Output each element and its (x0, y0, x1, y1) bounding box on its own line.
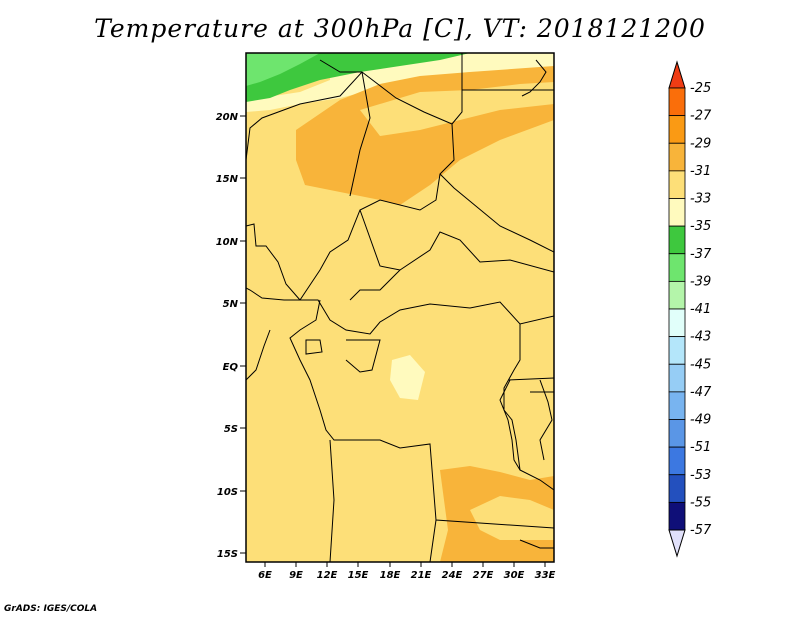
lon-tick-label: 15E (348, 570, 369, 581)
lat-tick-label: 5S (224, 424, 238, 435)
colorbar-label: -51 (690, 440, 711, 455)
colorbar-label: -47 (690, 385, 712, 400)
colorbar-label: -53 (690, 468, 711, 483)
colorbar-label: -27 (690, 109, 712, 124)
lon-tick-label: 9E (289, 570, 303, 581)
colorbar-lower-triangle (668, 529, 686, 558)
colorbar-swatch (668, 363, 686, 393)
colorbar-label: -33 (690, 192, 711, 207)
field-band-39 (246, 53, 320, 86)
colorbar-swatch (668, 446, 686, 476)
field-band-33-inner (360, 82, 554, 136)
lat-tick-label: 15S (217, 549, 238, 560)
lon-tick-label: 33E (535, 570, 556, 581)
colorbar-label: -35 (690, 219, 711, 234)
colorbar-label: -25 (690, 81, 711, 96)
lon-tick-label: 12E (317, 570, 338, 581)
lon-tick-label: 30E (504, 570, 525, 581)
colorbar-label: -45 (690, 357, 711, 372)
colorbar-swatch (668, 225, 686, 255)
country-borders (246, 53, 554, 562)
lat-tick-label: EQ (223, 362, 239, 373)
field-band-33-south (470, 496, 554, 540)
field-band-37 (246, 53, 470, 102)
colorbar-label: -49 (690, 413, 711, 428)
colorbar-swatch (668, 501, 686, 531)
colorbar-label: -31 (690, 164, 711, 179)
lat-tick-label: 15N (216, 174, 239, 185)
colorbar-label: -57 (690, 523, 712, 538)
map-frame (245, 52, 555, 563)
lon-tick-label: 18E (380, 570, 401, 581)
lon-tick-label: 6E (258, 570, 272, 581)
colorbar: -25 -27 -29 -31 -33 -35 -37 -39 -41 -43 -45 -47 -49 -… (668, 60, 712, 558)
colorbar-swatch (668, 280, 686, 310)
lat-tick-label: 20N (216, 112, 239, 123)
colorbar-label: -41 (690, 302, 711, 317)
colorbar-upper-triangle (668, 60, 686, 89)
colorbar-swatch (668, 87, 686, 117)
colorbar-label: -37 (690, 247, 712, 262)
lat-tick-label: 10S (217, 487, 238, 498)
colorbar-label: -39 (690, 274, 711, 289)
colorbar-label: -29 (690, 136, 711, 151)
colorbar-swatch (668, 253, 686, 282)
colorbar-label: -55 (690, 495, 711, 510)
longitude-axis: 6E 9E 12E 15E 18E 21E 24E 27E 30E 33E (258, 562, 556, 581)
map-title: Temperature at 300hPa [C], VT: 201812120… (94, 14, 706, 43)
colorbar-swatch (668, 419, 686, 448)
colorbar-swatch (668, 336, 686, 365)
field-band-35-equator (390, 355, 425, 400)
colorbar-swatch (668, 391, 686, 420)
colorbar-label: -43 (690, 330, 711, 345)
colorbar-swatch (668, 198, 686, 227)
lon-tick-label: 21E (411, 570, 432, 581)
colorbar-swatch (668, 308, 686, 338)
colorbar-swatch (668, 170, 686, 199)
latitude-axis: 20N 15N 10N 5N EQ 5S 10S 15S (216, 112, 246, 560)
colorbar-swatch (668, 474, 686, 503)
grads-credit: GrADS: IGES/COLA (4, 604, 98, 614)
colorbar-swatch (668, 115, 686, 144)
lat-tick-label: 5N (223, 299, 239, 310)
lon-tick-label: 24E (442, 570, 463, 581)
colorbar-swatch (668, 142, 686, 172)
lon-tick-label: 27E (473, 570, 494, 581)
map-panel (246, 53, 554, 562)
lat-tick-label: 10N (216, 237, 239, 248)
